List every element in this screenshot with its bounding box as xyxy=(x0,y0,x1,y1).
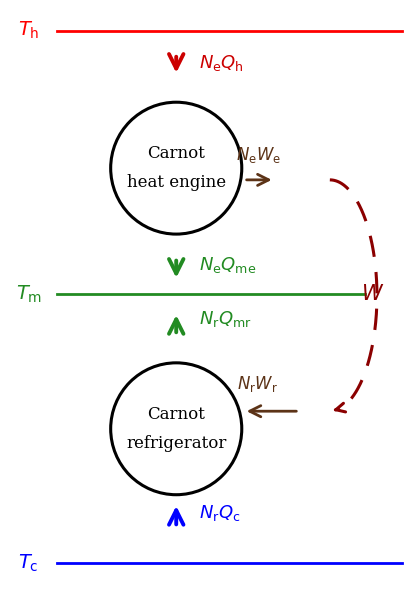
Text: Carnot: Carnot xyxy=(147,145,205,162)
Text: $N_{\mathrm{r}}Q_{\mathrm{c}}$: $N_{\mathrm{r}}Q_{\mathrm{c}}$ xyxy=(199,503,240,523)
Text: $T_{\mathrm{m}}$: $T_{\mathrm{m}}$ xyxy=(15,283,42,305)
Text: $T_{\mathrm{h}}$: $T_{\mathrm{h}}$ xyxy=(18,20,39,41)
Text: $W$: $W$ xyxy=(361,284,385,304)
Text: refrigerator: refrigerator xyxy=(126,435,227,452)
Text: $N_{\mathrm{r}}Q_{\mathrm{mr}}$: $N_{\mathrm{r}}Q_{\mathrm{mr}}$ xyxy=(199,309,252,329)
Text: $N_{\mathrm{r}}W_{\mathrm{r}}$: $N_{\mathrm{r}}W_{\mathrm{r}}$ xyxy=(237,374,278,394)
Text: $N_{\mathrm{e}}Q_{\mathrm{h}}$: $N_{\mathrm{e}}Q_{\mathrm{h}}$ xyxy=(199,53,244,72)
Text: $T_{\mathrm{c}}$: $T_{\mathrm{c}}$ xyxy=(18,553,39,574)
Text: heat engine: heat engine xyxy=(127,174,226,191)
Text: $N_{\mathrm{e}}Q_{\mathrm{me}}$: $N_{\mathrm{e}}Q_{\mathrm{me}}$ xyxy=(199,255,256,275)
Text: $N_{\mathrm{e}}W_{\mathrm{e}}$: $N_{\mathrm{e}}W_{\mathrm{e}}$ xyxy=(237,145,281,165)
Text: Carnot: Carnot xyxy=(147,406,205,423)
